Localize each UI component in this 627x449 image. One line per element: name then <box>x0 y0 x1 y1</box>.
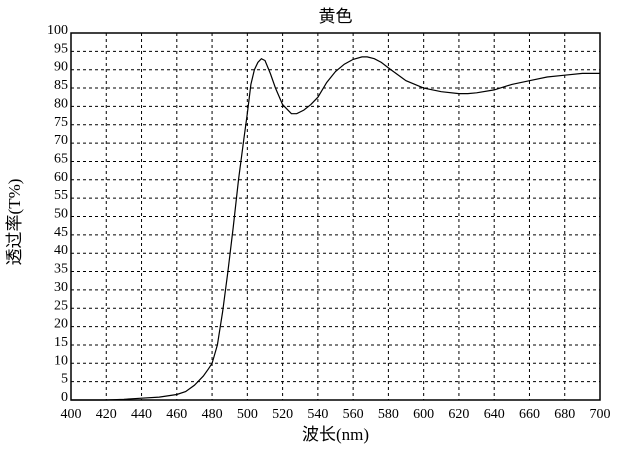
y-tick-label: 90 <box>54 60 68 75</box>
y-tick-label: 60 <box>54 170 68 185</box>
x-tick-label: 580 <box>378 407 399 422</box>
y-axis-label: 透过率(T%) <box>5 179 24 266</box>
y-tick-label: 25 <box>54 298 68 313</box>
y-tick-label: 70 <box>54 133 68 148</box>
x-tick-label: 660 <box>519 407 540 422</box>
y-tick-label: 45 <box>54 225 68 240</box>
y-tick-label: 30 <box>54 280 68 295</box>
y-tick-label: 75 <box>54 115 68 130</box>
y-tick-label: 40 <box>54 243 68 258</box>
y-tick-label: 95 <box>54 41 68 56</box>
x-tick-label: 700 <box>590 407 611 422</box>
y-tick-label: 65 <box>54 151 68 166</box>
y-tick-label: 55 <box>54 188 68 203</box>
y-tick-label: 35 <box>54 262 68 277</box>
x-tick-label: 680 <box>554 407 575 422</box>
x-axis-label: 波长(nm) <box>302 425 369 444</box>
y-tick-label: 80 <box>54 96 68 111</box>
x-tick-label: 600 <box>413 407 434 422</box>
y-tick-label: 10 <box>54 353 68 368</box>
x-tick-label: 460 <box>166 407 187 422</box>
x-tick-label: 420 <box>96 407 117 422</box>
y-tick-label: 15 <box>54 335 68 350</box>
y-tick-label: 5 <box>61 372 68 387</box>
chart-title: 黄色 <box>319 7 353 26</box>
x-tick-label: 620 <box>448 407 469 422</box>
transmittance-line <box>71 56 600 401</box>
x-tick-label: 440 <box>131 407 152 422</box>
y-tick-label: 85 <box>54 78 68 93</box>
y-tick-label: 0 <box>61 390 68 405</box>
y-tick-label: 50 <box>54 207 68 222</box>
y-tick-label: 100 <box>47 23 68 38</box>
plot-frame <box>70 32 601 401</box>
x-tick-label: 520 <box>272 407 293 422</box>
x-tick-label: 540 <box>307 407 328 422</box>
x-tick-label: 500 <box>237 407 258 422</box>
x-tick-label: 400 <box>61 407 82 422</box>
x-tick-label: 480 <box>202 407 223 422</box>
x-tick-label: 560 <box>343 407 364 422</box>
y-tick-label: 20 <box>54 317 68 332</box>
x-tick-label: 640 <box>484 407 505 422</box>
